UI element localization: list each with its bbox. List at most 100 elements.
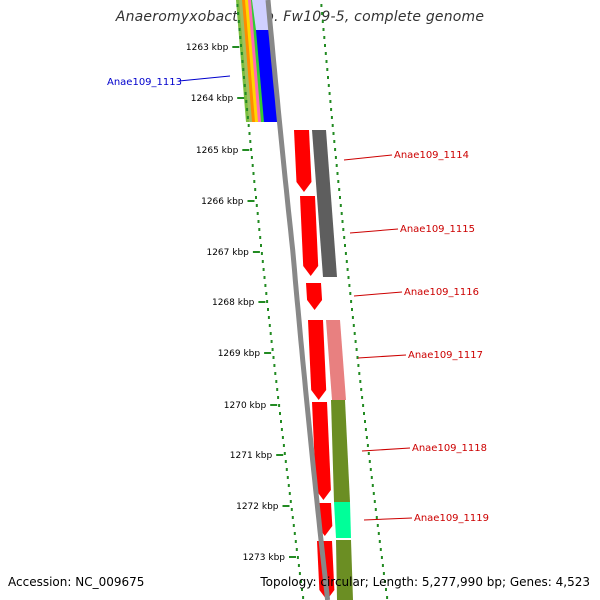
ring-dot xyxy=(252,172,255,175)
ring-dot xyxy=(237,12,240,15)
ring-dot xyxy=(337,180,340,183)
ring-dot xyxy=(329,100,332,103)
ring-dot xyxy=(265,292,268,295)
ring-dot xyxy=(253,180,256,183)
gene-label-anae109_1116[interactable]: Anae109_1116 xyxy=(404,287,479,298)
tick-mark xyxy=(282,505,290,507)
ring-dot xyxy=(333,140,336,143)
ring-dot xyxy=(268,324,271,327)
ring-dot xyxy=(339,204,342,207)
gene-label-anae109_1117[interactable]: Anae109_1117 xyxy=(408,350,483,361)
ring-dot xyxy=(323,36,326,39)
ring-dot xyxy=(281,436,284,439)
ring-dot xyxy=(244,92,247,95)
ring-dot xyxy=(351,316,354,319)
ring-dot xyxy=(348,284,351,287)
gene-label-anae109_1118[interactable]: Anae109_1118 xyxy=(412,443,487,454)
ring-dot xyxy=(243,84,246,87)
gene-label-anae109_1113[interactable]: Anae109_1113 xyxy=(107,77,182,88)
ring-dot xyxy=(296,556,299,559)
ring-dot xyxy=(264,284,267,287)
ring-dot xyxy=(382,572,385,575)
cds-arrow xyxy=(300,196,319,276)
ring-dot xyxy=(257,220,260,223)
ring-dot xyxy=(330,108,333,111)
tick-mark xyxy=(289,556,296,558)
ring-dot xyxy=(278,404,281,407)
ring-dot xyxy=(354,340,357,343)
ring-dot xyxy=(368,460,371,463)
ring-dot xyxy=(267,308,269,311)
ring-dot xyxy=(371,484,374,487)
ring-dot xyxy=(369,468,372,471)
ring-dot xyxy=(341,220,344,223)
ring-dot xyxy=(366,444,369,447)
ring-dot xyxy=(259,236,262,239)
ring-dot xyxy=(327,84,330,87)
gene-label-leader xyxy=(343,154,393,161)
ring-dot xyxy=(360,388,363,391)
ring-dot xyxy=(279,412,281,415)
cog-band-gray xyxy=(312,130,337,277)
ring-dot xyxy=(350,300,353,303)
ring-dot xyxy=(239,36,242,39)
ring-dot xyxy=(374,508,377,511)
tick-label: 1273 kbp xyxy=(243,553,286,563)
ring-dot xyxy=(384,580,386,583)
ring-dot xyxy=(379,548,382,551)
ring-dot xyxy=(344,252,347,255)
ring-dot xyxy=(272,356,275,359)
tick-mark xyxy=(264,352,272,354)
ring-dot xyxy=(280,428,283,431)
ring-dot xyxy=(280,420,282,423)
ring-dot xyxy=(380,556,383,559)
ring-dot xyxy=(335,164,338,167)
ring-dot xyxy=(342,228,345,231)
ring-dot xyxy=(334,148,337,151)
kbp-ticks: 1263 kbp 1264 kbp 1265 kbp 1266 kbp 1267 kbp… xyxy=(186,43,296,563)
ring-dot xyxy=(240,44,242,47)
ring-dot xyxy=(372,492,375,495)
gene-label-anae109_1114[interactable]: Anae109_1114 xyxy=(394,150,469,161)
ring-dot xyxy=(355,348,358,351)
tick-label: 1268 kbp xyxy=(212,298,255,308)
ring-dot xyxy=(359,380,362,383)
ring-dot xyxy=(302,596,305,599)
ring-dot xyxy=(327,76,329,79)
gene-label-anae109_1115[interactable]: Anae109_1115 xyxy=(400,224,475,235)
cds-arrow xyxy=(294,130,312,192)
tick-mark xyxy=(270,404,278,406)
ring-dot xyxy=(291,516,294,519)
gene-label-anae109_1119[interactable]: Anae109_1119 xyxy=(414,513,489,524)
tick-mark xyxy=(237,97,245,99)
ring-dot xyxy=(255,204,258,207)
gene-label-leader xyxy=(363,517,413,521)
gene-label-leader xyxy=(361,447,411,452)
ring-dot xyxy=(298,572,301,575)
ring-dot xyxy=(250,156,253,159)
ring-dot xyxy=(292,524,295,527)
ring-dot xyxy=(300,580,302,583)
gene-label-leader xyxy=(349,228,399,234)
ring-dot xyxy=(338,188,341,191)
ring-dot xyxy=(325,60,328,63)
cog-band-mint xyxy=(334,502,351,538)
ring-dot xyxy=(346,268,349,271)
tick-label: 1263 kbp xyxy=(186,43,229,53)
ring-dot xyxy=(293,532,296,535)
tick-mark xyxy=(252,251,260,253)
ring-dot xyxy=(246,108,249,111)
ring-dot xyxy=(331,124,334,127)
ring-dot xyxy=(282,444,285,447)
gene-label-leader xyxy=(353,291,403,297)
ring-dot xyxy=(353,332,356,335)
ring-dot xyxy=(339,196,341,199)
ring-dot xyxy=(370,476,373,479)
ring-dot xyxy=(261,260,264,263)
ring-dot xyxy=(269,332,272,335)
ring-dot xyxy=(326,68,329,71)
ring-dot xyxy=(347,276,350,279)
ring-dot xyxy=(375,516,378,519)
ring-dot xyxy=(367,452,370,455)
